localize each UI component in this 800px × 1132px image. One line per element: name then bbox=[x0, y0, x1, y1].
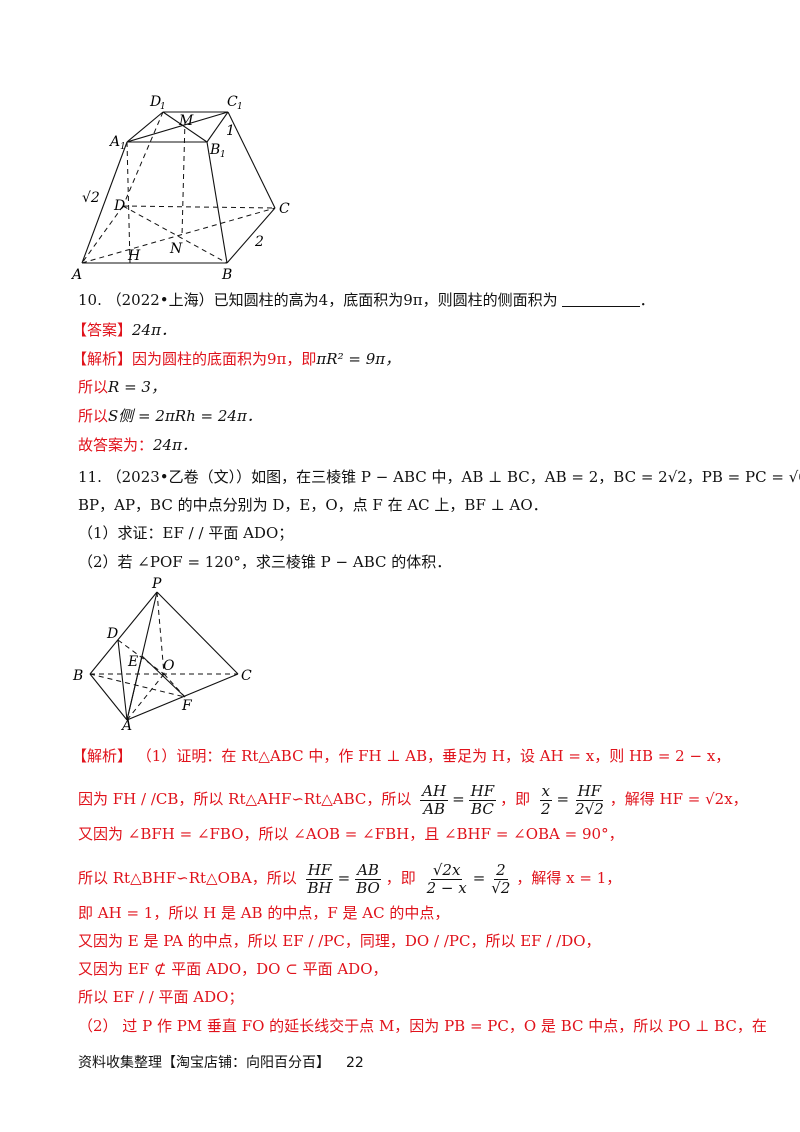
q11-stem2: BP，AP，BC 的中点分别为 D，E，O，点 F 在 AC 上，BF ⊥ AO… bbox=[78, 496, 548, 514]
q10-stem: 10. （2022•上海）已知圆柱的高为4，底面积为9π，则圆柱的侧面积为 bbox=[78, 291, 558, 309]
solution-tag: 【解析】 bbox=[72, 747, 133, 765]
solution-l2-b: ，即 bbox=[500, 790, 531, 808]
frac-sqrt2x-2minusx: √2x 2 − x bbox=[426, 860, 467, 897]
solution-line9: （2） 过 P 作 PM 垂直 FO 的延长线交于点 M，因为 PB = PC，… bbox=[78, 1017, 767, 1035]
label-M: M bbox=[178, 113, 194, 129]
label-B1: B bbox=[209, 142, 220, 158]
answer-value: 24π． bbox=[132, 321, 176, 339]
solution-line3: 又因为 ∠BFH = ∠FBO，所以 ∠AOB = ∠FBH，且 ∠BHF = … bbox=[78, 825, 624, 843]
line2-math: R = 3， bbox=[108, 378, 166, 396]
label-C2: C bbox=[241, 668, 252, 684]
solution-l4-a: 所以 Rt△BHF∽Rt△OBA，所以 bbox=[78, 869, 297, 887]
label-C1: C bbox=[227, 94, 238, 110]
solution-line1: 【解析】 （1）证明：在 Rt△ABC 中，作 FH ⊥ AB，垂足为 H，设 … bbox=[72, 745, 730, 767]
label-sqrt2: √2 bbox=[82, 190, 100, 206]
label-N: N bbox=[169, 241, 183, 257]
solution-line4: 所以 Rt△BHF∽Rt△OBA，所以 HF BH = AB BO ，即 √2x 2 − x… bbox=[78, 860, 622, 897]
page-number: 22 bbox=[346, 1055, 364, 1071]
q11-part2: （2）若 ∠POF = 120°，求三棱锥 P − ABC 的体积． bbox=[78, 553, 452, 571]
label-P: P bbox=[151, 576, 162, 592]
q11-part1: （1）求证：EF / / 平面 ADO； bbox=[78, 524, 294, 542]
solution-l1: （1）证明：在 Rt△ABC 中，作 FH ⊥ AB，垂足为 H，设 AH = … bbox=[136, 747, 731, 765]
q10-answer-line: 【答案】24π． bbox=[72, 319, 176, 341]
q10-line3: 所以S侧 = 2πRh = 24π． bbox=[78, 405, 262, 427]
footer-source: 资料收集整理【淘宝店铺：向阳百分百】 bbox=[78, 1055, 330, 1071]
frac-hf-bh: HF BH bbox=[305, 860, 334, 897]
solution-line7: 又因为 EF ⊄ 平面 ADO，DO ⊂ 平面 ADO， bbox=[78, 960, 388, 978]
analysis-tag: 【解析】 bbox=[72, 350, 133, 368]
line3-text: 所以 bbox=[78, 407, 109, 425]
frac-hf-2sqrt2: HF 2√2 bbox=[575, 781, 604, 818]
solution-l4-c: ，解得 x = 1， bbox=[516, 869, 622, 887]
solution-line8: 所以 EF / / 平面 ADO； bbox=[78, 988, 244, 1006]
label-D2: D bbox=[106, 626, 118, 642]
label-D1: D bbox=[149, 94, 161, 110]
label-D1-sub: 1 bbox=[160, 102, 166, 112]
analysis-math: πR² = 9π， bbox=[316, 350, 401, 368]
label-F: F bbox=[181, 698, 193, 714]
label-B2: B bbox=[72, 668, 83, 684]
solution-line6: 又因为 E 是 PA 的中点，所以 EF / /PC，同理，DO / /PC，所… bbox=[78, 932, 601, 950]
label-B: B bbox=[221, 267, 232, 283]
q10-stem-line: 10. （2022•上海）已知圆柱的高为4，底面积为9π，则圆柱的侧面积为． bbox=[78, 290, 655, 309]
label-O: O bbox=[163, 658, 175, 674]
q10-line2: 所以R = 3， bbox=[78, 376, 166, 398]
analysis-text: 因为圆柱的底面积为9π，即 bbox=[132, 350, 317, 368]
frac-ab-bo: AB BO bbox=[355, 860, 381, 897]
answer-tag: 【答案】 bbox=[72, 321, 133, 339]
label-A1-sub: 1 bbox=[120, 142, 126, 152]
solution-line5: 即 AH = 1，所以 H 是 AB 的中点，F 是 AC 的中点， bbox=[78, 904, 450, 922]
label-H: H bbox=[127, 248, 141, 264]
answer-blank bbox=[561, 290, 640, 307]
line4-text: 故答案为： bbox=[78, 436, 154, 454]
page-footer: 资料收集整理【淘宝店铺：向阳百分百】 22 bbox=[78, 1052, 380, 1072]
label-A1: A bbox=[108, 134, 120, 150]
label-D: D bbox=[113, 198, 125, 214]
line4-math: 24π． bbox=[153, 436, 197, 454]
line2-text: 所以 bbox=[78, 378, 109, 396]
frac-2-sqrt2: 2 √2 bbox=[491, 860, 511, 897]
label-C1-sub: 1 bbox=[237, 102, 243, 112]
line3-math: S侧 = 2πRh = 24π． bbox=[108, 407, 262, 425]
label-one: 1 bbox=[226, 123, 235, 139]
label-A: A bbox=[70, 267, 82, 283]
solution-l2-c: ，解得 HF = √2x， bbox=[609, 790, 748, 808]
solution-line2: 因为 FH / /CB，所以 Rt△AHF∽Rt△ABC，所以 AH AB = HF B… bbox=[78, 781, 748, 818]
q11-stem1: 11. （2023•乙卷（文））如图，在三棱锥 P − ABC 中，AB ⊥ B… bbox=[78, 468, 800, 486]
pyramid-figure: P D E O B C F A bbox=[72, 576, 252, 730]
frustum-figure: D 1 C 1 A 1 M B 1 1 √2 D C N 2 H A B bbox=[70, 94, 290, 283]
label-B1-sub: 1 bbox=[220, 150, 226, 160]
label-two: 2 bbox=[254, 234, 264, 250]
label-A2: A bbox=[120, 718, 132, 730]
label-E: E bbox=[127, 654, 138, 670]
q10-line4: 故答案为：24π． bbox=[78, 434, 197, 456]
solution-l4-b: ，即 bbox=[385, 869, 416, 887]
label-C: C bbox=[279, 201, 290, 217]
frac-hf-bc: HF BC bbox=[468, 781, 497, 818]
frac-ah-ab: AH AB bbox=[420, 781, 449, 818]
q10-analysis-line: 【解析】因为圆柱的底面积为9π，即πR² = 9π， bbox=[72, 348, 400, 370]
solution-l2-a: 因为 FH / /CB，所以 Rt△AHF∽Rt△ABC，所以 bbox=[78, 790, 412, 808]
